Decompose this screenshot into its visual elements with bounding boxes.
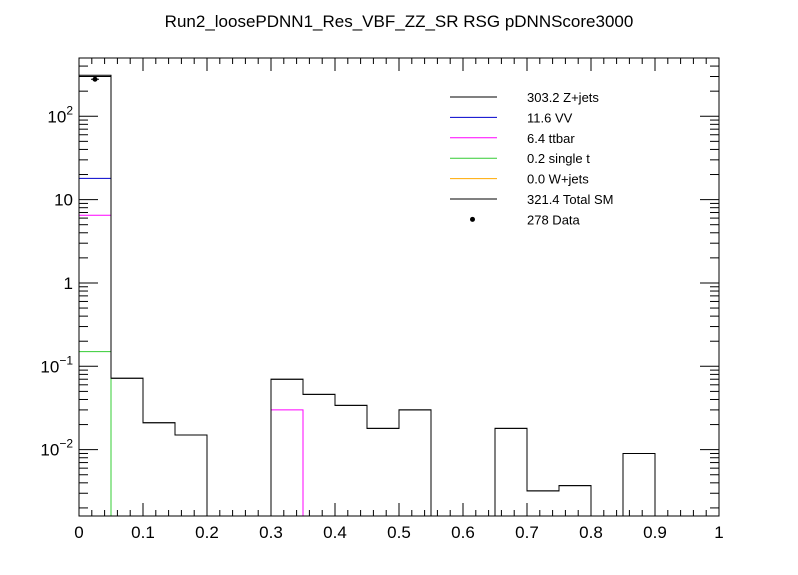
legend-entry-single-t: 0.2 single t [450, 151, 590, 166]
legend-entry-z-jets: 303.2 Z+jets [450, 90, 599, 105]
legend-entry-data: 278 Data [470, 212, 581, 227]
legend-label: 0.0 W+jets [527, 172, 589, 187]
x-tick-label: 0.9 [643, 523, 667, 542]
y-tick-label: 10 [54, 191, 73, 210]
legend-label: 321.4 Total SM [527, 192, 613, 207]
x-tick-label: 0.7 [515, 523, 539, 542]
legend-entry-w-jets: 0.0 W+jets [450, 172, 589, 187]
legend-label: 11.6 VV [527, 110, 573, 125]
x-tick-label: 0 [74, 523, 83, 542]
x-tick-label: 0.2 [195, 523, 219, 542]
legend-label: 6.4 ttbar [527, 131, 575, 146]
legend-label: 303.2 Z+jets [527, 90, 599, 105]
legend-entry-total-sm: 321.4 Total SM [450, 192, 613, 207]
y-tick-label: 1 [64, 274, 73, 293]
legend-entry-ttbar: 6.4 ttbar [450, 131, 575, 146]
x-tick-label: 0.8 [579, 523, 603, 542]
chart-title: Run2_loosePDNN1_Res_VBF_ZZ_SR RSG pDNNSc… [165, 12, 634, 31]
legend-label: 278 Data [527, 212, 581, 227]
y-tick-label: 102 [47, 103, 73, 126]
legend-label: 0.2 single t [527, 151, 590, 166]
x-tick-label: 0.3 [259, 523, 283, 542]
legend: 303.2 Z+jets 11.6 VV 6.4 ttbar 0.2 single t… [450, 90, 613, 227]
x-tick-label: 1 [714, 523, 723, 542]
y-tick-label: 10−1 [40, 353, 73, 376]
axes-layer: 0 0.1 0.2 0.3 0.4 0.5 0.6 0.7 0.8 0.9 1 10−2 10−1 1 10… [40, 57, 724, 542]
y-tick-label: 10−2 [40, 437, 73, 460]
legend-marker [470, 216, 475, 222]
x-tick-label: 0.4 [323, 523, 347, 542]
x-tick-label: 0.1 [131, 523, 155, 542]
x-tick-label: 0.6 [451, 523, 475, 542]
legend-entry-vv: 11.6 VV [450, 110, 573, 125]
x-tick-label: 0.5 [387, 523, 411, 542]
series-data [91, 76, 99, 82]
